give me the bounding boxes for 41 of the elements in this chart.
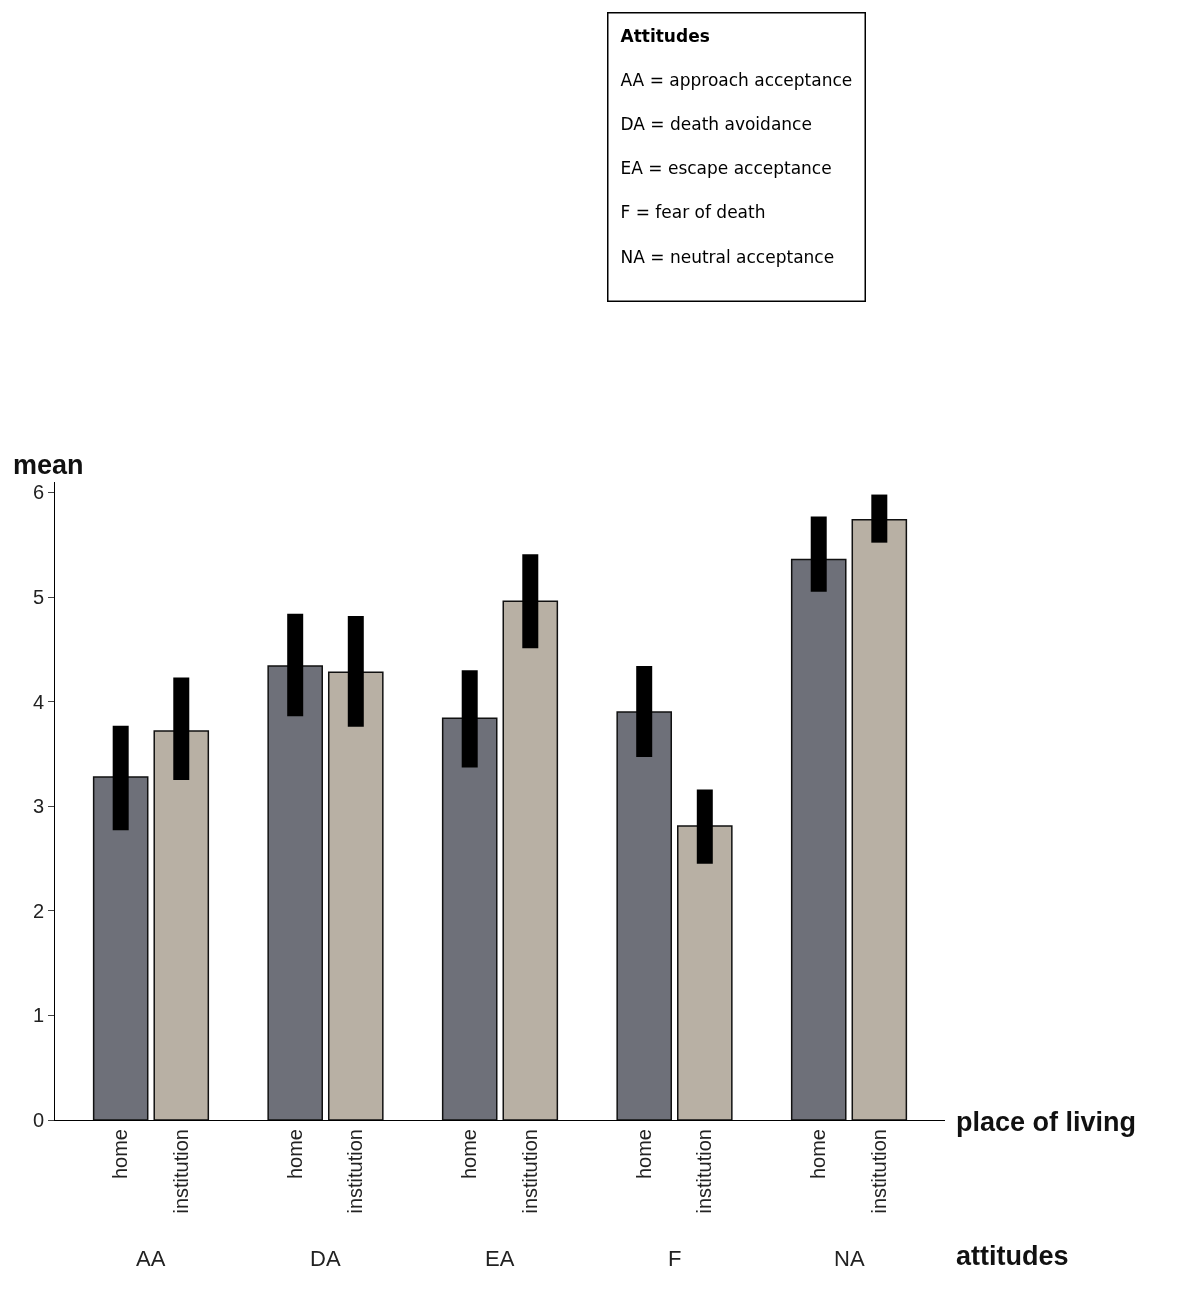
bar [677, 825, 733, 1120]
text: home [632, 1129, 655, 1180]
bar [327, 671, 384, 1120]
text: institution [518, 1129, 541, 1214]
bar [153, 730, 210, 1120]
text: institution [867, 1129, 890, 1214]
text: institution [693, 1129, 716, 1214]
y-tick-label: 3 [32, 795, 44, 818]
text: home [109, 1129, 132, 1180]
x-tick-label: AA [136, 1246, 166, 1271]
y-tick-label: 0 [32, 1109, 44, 1131]
x-tick-label: F [668, 1246, 682, 1271]
text: NA = neutral acceptance [620, 246, 835, 267]
text: F = fear of death [620, 202, 766, 223]
text: EA = escape acceptance [620, 158, 832, 179]
bar [616, 711, 673, 1120]
x-tick-label: EA [485, 1246, 515, 1271]
x-tick-label: NA [834, 1246, 865, 1271]
bar [851, 518, 908, 1120]
text: home [807, 1129, 830, 1180]
y-tick-label: 4 [32, 690, 44, 713]
text: institution [344, 1129, 367, 1214]
x-axis-title: attitudes [956, 1241, 1069, 1271]
text: Attitudes [620, 25, 710, 46]
legend-title: place of living [956, 1107, 1137, 1137]
bar [441, 717, 498, 1120]
text: DA = death avoidance [620, 113, 812, 134]
bar [790, 558, 847, 1120]
y-tick-label: 5 [32, 586, 44, 609]
y-tick-label: 2 [32, 899, 44, 922]
x-tick-label: DA [310, 1246, 341, 1271]
y-tick-label: 6 [32, 481, 44, 504]
bar [92, 776, 149, 1120]
bar [502, 600, 559, 1120]
text: institution [169, 1129, 192, 1214]
text: home [458, 1129, 481, 1180]
text: home [283, 1129, 306, 1180]
text: AA = approach acceptance [620, 69, 853, 90]
y-tick-label: 1 [32, 1004, 44, 1027]
bar [267, 665, 323, 1120]
y-axis-title: mean [13, 450, 84, 480]
